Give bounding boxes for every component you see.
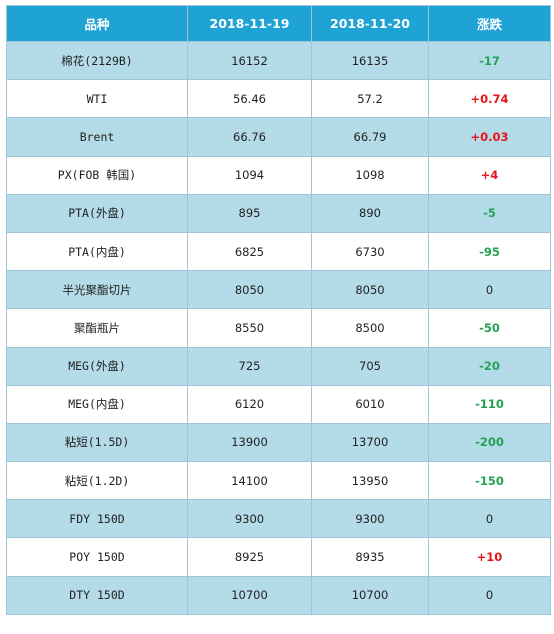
row-value-date-1: 16152 [187, 40, 312, 81]
row-change: -110 [428, 384, 551, 424]
row-product-name: DTY 150D [6, 575, 188, 615]
row-value-date-2: 13700 [311, 422, 429, 463]
header-date-1: 2018-11-19 [187, 5, 312, 42]
row-change: -50 [428, 308, 551, 348]
row-product-name: WTI [6, 79, 188, 119]
table-row: FDY 150D 9300 9300 0 [6, 499, 551, 539]
row-product-name: Brent [6, 117, 188, 157]
row-change: -150 [428, 461, 551, 501]
table-row: 粘短(1.2D) 14100 13950 -150 [6, 461, 551, 501]
table-row: PX(FOB 韩国) 1094 1098 +4 [6, 155, 551, 195]
row-change: +0.74 [428, 79, 551, 119]
table-row: 聚酯瓶片 8550 8500 -50 [6, 308, 551, 348]
row-value-date-1: 8550 [187, 308, 312, 348]
row-value-date-1: 1094 [187, 155, 312, 195]
row-value-date-2: 6730 [311, 231, 429, 272]
row-value-date-1: 8050 [187, 270, 312, 310]
row-value-date-1: 13900 [187, 422, 312, 463]
row-product-name: POY 150D [6, 537, 188, 577]
row-change: +4 [428, 155, 551, 195]
table-row: DTY 150D 10700 10700 0 [6, 575, 551, 615]
row-value-date-1: 66.76 [187, 117, 312, 157]
row-value-date-2: 57.2 [311, 79, 429, 119]
table-row: 半光聚酯切片 8050 8050 0 [6, 270, 551, 310]
table-row: WTI 56.46 57.2 +0.74 [6, 79, 551, 119]
row-value-date-1: 895 [187, 193, 312, 233]
row-change: -5 [428, 193, 551, 233]
row-product-name: 聚酯瓶片 [6, 308, 188, 348]
row-value-date-1: 725 [187, 346, 312, 386]
row-product-name: 粘短(1.5D) [6, 422, 188, 463]
header-change: 涨跌 [428, 5, 551, 42]
table-body: 棉花(2129B) 16152 16135 -17 WTI 56.46 57.2… [6, 40, 551, 615]
row-product-name: PTA(外盘) [6, 193, 188, 233]
header-date-2: 2018-11-20 [311, 5, 429, 42]
row-value-date-2: 13950 [311, 461, 429, 501]
price-change-table: 品种 2018-11-19 2018-11-20 涨跌 棉花(2129B) 16… [6, 5, 551, 615]
row-change: 0 [428, 575, 551, 615]
row-change: -95 [428, 231, 551, 272]
table-row: 棉花(2129B) 16152 16135 -17 [6, 40, 551, 81]
row-value-date-2: 16135 [311, 40, 429, 81]
table-row: PTA(外盘) 895 890 -5 [6, 193, 551, 233]
row-product-name: 粘短(1.2D) [6, 461, 188, 501]
row-change: -20 [428, 346, 551, 386]
row-value-date-2: 66.79 [311, 117, 429, 157]
table-row: 粘短(1.5D) 13900 13700 -200 [6, 422, 551, 463]
row-value-date-2: 9300 [311, 499, 429, 539]
row-product-name: 半光聚酯切片 [6, 270, 188, 310]
row-product-name: MEG(外盘) [6, 346, 188, 386]
row-value-date-2: 10700 [311, 575, 429, 615]
table-header-row: 品种 2018-11-19 2018-11-20 涨跌 [6, 5, 551, 42]
row-value-date-1: 56.46 [187, 79, 312, 119]
row-value-date-2: 8500 [311, 308, 429, 348]
row-value-date-1: 8925 [187, 537, 312, 577]
row-value-date-1: 9300 [187, 499, 312, 539]
row-change: 0 [428, 270, 551, 310]
row-product-name: PTA(内盘) [6, 231, 188, 272]
header-product: 品种 [6, 5, 188, 42]
row-product-name: 棉花(2129B) [6, 40, 188, 81]
row-value-date-1: 6120 [187, 384, 312, 424]
price-table-container: 品种 2018-11-19 2018-11-20 涨跌 棉花(2129B) 16… [6, 5, 551, 629]
table-row: PTA(内盘) 6825 6730 -95 [6, 231, 551, 272]
row-change: -17 [428, 40, 551, 81]
row-change: -200 [428, 422, 551, 463]
table-row: MEG(内盘) 6120 6010 -110 [6, 384, 551, 424]
row-value-date-2: 8050 [311, 270, 429, 310]
row-product-name: FDY 150D [6, 499, 188, 539]
table-row: Brent 66.76 66.79 +0.03 [6, 117, 551, 157]
row-change: +0.03 [428, 117, 551, 157]
table-row: POY 150D 8925 8935 +10 [6, 537, 551, 577]
row-value-date-2: 705 [311, 346, 429, 386]
table-row: MEG(外盘) 725 705 -20 [6, 346, 551, 386]
row-value-date-1: 14100 [187, 461, 312, 501]
row-value-date-1: 10700 [187, 575, 312, 615]
row-value-date-2: 890 [311, 193, 429, 233]
row-change: +10 [428, 537, 551, 577]
row-change: 0 [428, 499, 551, 539]
row-product-name: MEG(内盘) [6, 384, 188, 424]
row-value-date-2: 8935 [311, 537, 429, 577]
row-product-name: PX(FOB 韩国) [6, 155, 188, 195]
row-value-date-2: 1098 [311, 155, 429, 195]
row-value-date-1: 6825 [187, 231, 312, 272]
row-value-date-2: 6010 [311, 384, 429, 424]
